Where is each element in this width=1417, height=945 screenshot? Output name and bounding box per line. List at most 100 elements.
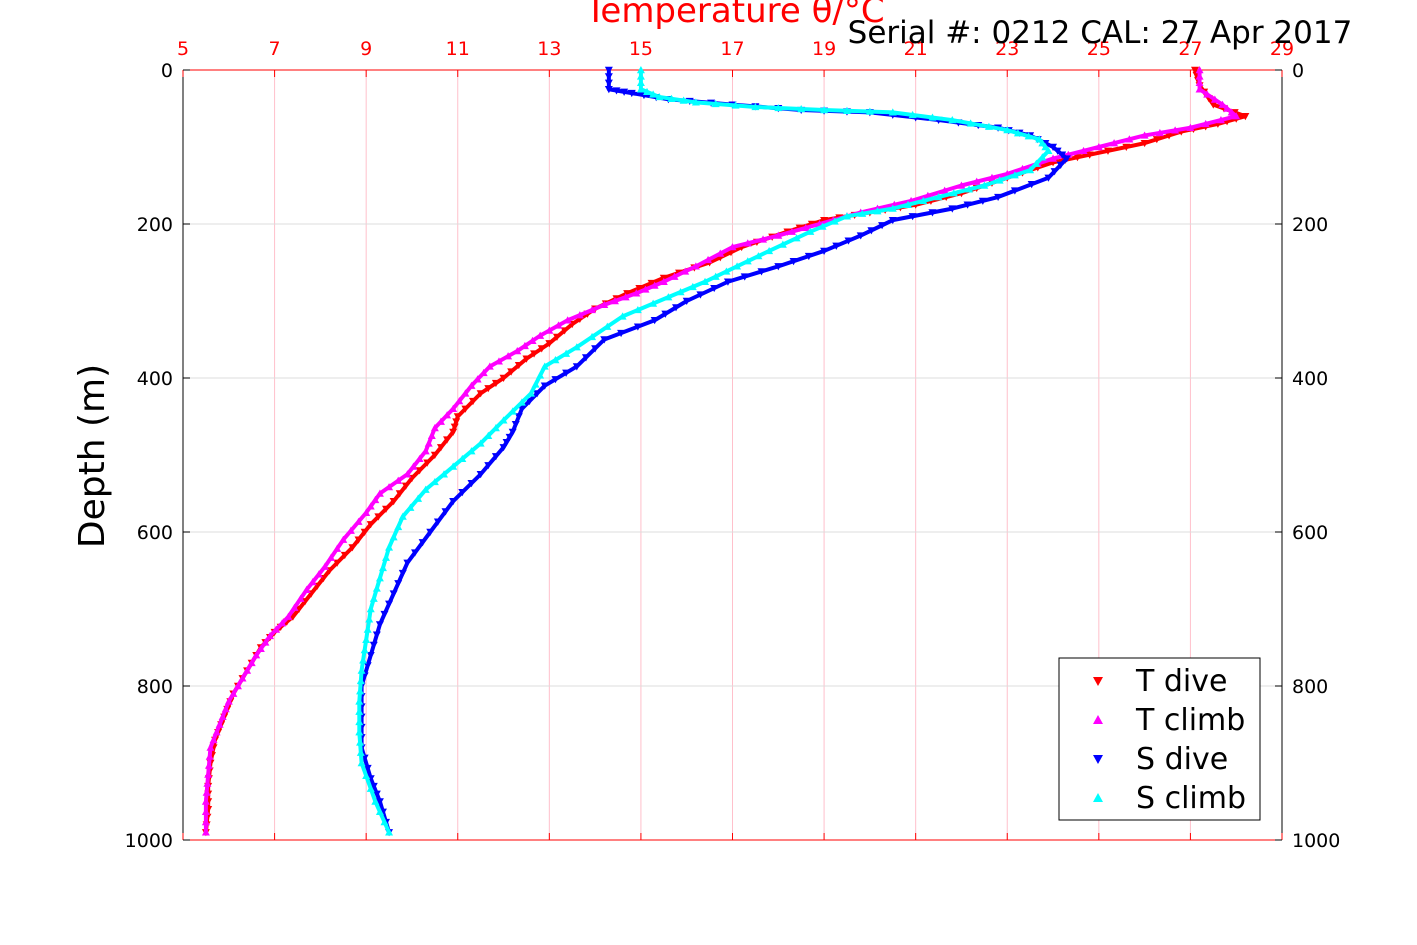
x-tick-label: 23 xyxy=(995,38,1019,60)
data-point xyxy=(369,641,378,649)
data-point xyxy=(461,389,470,397)
data-point xyxy=(1201,119,1210,128)
data-point xyxy=(1241,113,1250,121)
data-point xyxy=(978,197,987,205)
data-point xyxy=(641,285,650,293)
y-tick-label-left: 800 xyxy=(137,676,173,698)
data-point xyxy=(904,200,913,208)
data-point xyxy=(360,528,369,536)
data-point xyxy=(476,439,485,447)
y-tick-label-left: 1000 xyxy=(125,830,173,852)
data-point xyxy=(1026,166,1035,174)
data-point xyxy=(563,316,572,324)
data-point xyxy=(374,513,383,521)
data-point xyxy=(603,322,612,330)
data-point xyxy=(484,431,493,439)
data-point xyxy=(375,798,384,806)
data-point xyxy=(430,451,439,459)
series-t-climb xyxy=(201,66,1241,836)
data-point xyxy=(966,119,975,127)
x-tick-label: 13 xyxy=(537,38,561,60)
data-point xyxy=(636,78,645,87)
data-point xyxy=(436,444,445,452)
data-point xyxy=(1085,151,1094,159)
data-point xyxy=(1079,146,1088,155)
data-point xyxy=(994,193,1003,202)
data-point xyxy=(934,193,943,201)
data-point xyxy=(436,417,445,425)
data-point xyxy=(363,764,372,773)
data-point xyxy=(888,216,897,225)
y-tick-label-right: 600 xyxy=(1292,522,1328,544)
data-point xyxy=(514,361,523,370)
data-point xyxy=(215,720,224,728)
data-point xyxy=(972,177,981,185)
data-point xyxy=(491,379,500,388)
y-tick-label-left: 0 xyxy=(161,60,173,82)
data-point xyxy=(204,770,213,778)
data-point xyxy=(722,267,731,275)
y-tick-label-left: 600 xyxy=(137,522,173,544)
data-point xyxy=(308,578,317,586)
data-point xyxy=(355,697,364,705)
data-point xyxy=(572,343,581,351)
data-point xyxy=(382,553,391,561)
data-point xyxy=(355,707,364,715)
data-point xyxy=(743,239,752,247)
data-point xyxy=(348,544,357,552)
data-point xyxy=(201,807,210,815)
data-point xyxy=(389,590,398,598)
data-point xyxy=(375,574,384,582)
data-point xyxy=(333,559,342,567)
data-point xyxy=(458,454,467,463)
data-point xyxy=(1050,168,1059,176)
data-point xyxy=(201,818,210,826)
data-point xyxy=(581,354,590,362)
data-point xyxy=(1062,155,1071,163)
data-point xyxy=(333,544,342,552)
data-point xyxy=(354,536,363,544)
legend: T dive T climb S dive S climb xyxy=(1058,657,1261,821)
data-point xyxy=(430,477,439,486)
data-point xyxy=(252,651,261,659)
data-point xyxy=(433,518,442,526)
data-point xyxy=(389,533,398,541)
data-point xyxy=(424,439,433,447)
data-point xyxy=(682,297,691,305)
data-point xyxy=(856,232,865,240)
data-point xyxy=(536,371,545,379)
data-point xyxy=(205,752,214,760)
data-point xyxy=(357,666,366,674)
x-tick-label: 7 xyxy=(269,38,281,60)
data-point xyxy=(551,356,560,364)
data-point xyxy=(551,376,560,384)
data-point xyxy=(362,635,371,643)
data-point xyxy=(360,646,369,654)
data-point xyxy=(655,92,664,101)
data-point xyxy=(711,99,720,108)
data-point xyxy=(757,268,766,276)
data-point xyxy=(385,483,394,491)
data-point xyxy=(661,310,670,318)
data-point xyxy=(928,209,937,217)
data-point xyxy=(575,311,584,319)
data-point xyxy=(340,551,349,560)
data-point xyxy=(1010,187,1019,195)
data-point xyxy=(984,122,993,130)
data-point xyxy=(1210,95,1219,103)
data-point xyxy=(229,689,238,697)
data-point xyxy=(759,235,768,243)
data-point xyxy=(774,231,783,239)
data-point xyxy=(302,585,311,593)
data-point xyxy=(484,462,493,470)
data-point xyxy=(403,470,412,478)
data-point xyxy=(375,807,384,815)
data-point xyxy=(398,569,407,578)
data-point xyxy=(394,476,403,484)
data-point xyxy=(355,717,364,726)
data-point xyxy=(517,398,526,406)
data-point xyxy=(398,512,407,520)
data-point xyxy=(366,605,375,613)
data-point xyxy=(266,631,275,640)
data-point xyxy=(633,323,642,331)
